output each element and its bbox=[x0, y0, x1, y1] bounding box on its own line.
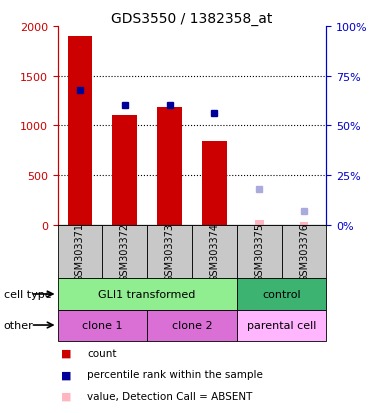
Text: value, Detection Call = ABSENT: value, Detection Call = ABSENT bbox=[87, 391, 253, 401]
Bar bbox=[255, 220, 263, 225]
Bar bbox=[237, 225, 282, 279]
Bar bbox=[58, 279, 237, 310]
Bar bbox=[58, 225, 102, 279]
Bar bbox=[58, 310, 147, 341]
Text: GSM303373: GSM303373 bbox=[165, 223, 175, 281]
Bar bbox=[202, 142, 227, 225]
Bar bbox=[157, 108, 182, 225]
Text: GSM303376: GSM303376 bbox=[299, 223, 309, 281]
Text: GLI1 transformed: GLI1 transformed bbox=[98, 289, 196, 299]
Text: GSM303372: GSM303372 bbox=[120, 223, 130, 281]
Bar bbox=[147, 225, 192, 279]
Text: GSM303374: GSM303374 bbox=[209, 223, 219, 281]
Text: other: other bbox=[4, 320, 33, 330]
Text: ■: ■ bbox=[61, 348, 72, 358]
Text: cell type: cell type bbox=[4, 289, 51, 299]
Text: ■: ■ bbox=[61, 391, 72, 401]
Bar bbox=[68, 37, 92, 225]
Bar bbox=[147, 310, 237, 341]
Text: GSM303375: GSM303375 bbox=[254, 223, 264, 281]
Title: GDS3550 / 1382358_at: GDS3550 / 1382358_at bbox=[111, 12, 273, 26]
Bar bbox=[237, 310, 326, 341]
Text: ■: ■ bbox=[61, 370, 72, 380]
Text: parental cell: parental cell bbox=[247, 320, 316, 330]
Text: GSM303371: GSM303371 bbox=[75, 223, 85, 281]
Text: clone 1: clone 1 bbox=[82, 320, 122, 330]
Text: control: control bbox=[262, 289, 301, 299]
Bar bbox=[102, 225, 147, 279]
Text: count: count bbox=[87, 348, 117, 358]
Bar bbox=[192, 225, 237, 279]
Bar bbox=[112, 116, 137, 225]
Bar bbox=[282, 225, 326, 279]
Text: percentile rank within the sample: percentile rank within the sample bbox=[87, 370, 263, 380]
Bar bbox=[237, 279, 326, 310]
Text: clone 2: clone 2 bbox=[172, 320, 212, 330]
Bar bbox=[300, 222, 308, 225]
